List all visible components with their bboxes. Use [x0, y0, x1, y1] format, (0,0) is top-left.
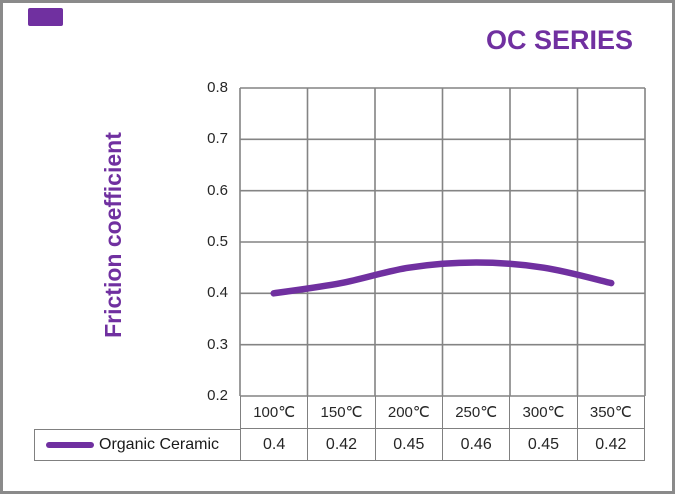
value-cell: 0.4 — [240, 429, 307, 460]
y-tick-label: 0.6 — [207, 182, 228, 199]
x-tick-label: 300℃ — [509, 396, 576, 428]
y-tick-label: 0.3 — [207, 336, 228, 353]
y-tick-label: 0.8 — [207, 79, 228, 96]
series-line-swatch — [46, 441, 94, 449]
value-cell: 0.45 — [509, 429, 576, 460]
x-tick-label: 100℃ — [240, 396, 307, 428]
y-tick-label: 0.5 — [207, 233, 228, 250]
y-tick-label: 0.2 — [207, 387, 228, 404]
legend-cell: Organic Ceramic — [34, 429, 240, 461]
series-name: Organic Ceramic — [99, 436, 220, 453]
x-tick-label: 200℃ — [374, 396, 442, 428]
y-tick-label: 0.4 — [207, 284, 228, 301]
value-cell: 0.45 — [374, 429, 442, 460]
data-table-values-row: 0.4 0.42 0.45 0.46 0.45 0.42 — [240, 429, 645, 461]
y-tick-label: 0.7 — [207, 130, 228, 147]
chart-title: OC SERIES — [485, 25, 633, 55]
value-cell: 0.42 — [576, 429, 644, 460]
logo-mark — [28, 8, 63, 26]
value-cell: 0.46 — [441, 429, 509, 460]
x-tick-label: 250℃ — [441, 396, 509, 428]
value-cell: 0.42 — [307, 429, 374, 460]
x-tick-label: 350℃ — [576, 396, 644, 428]
x-axis-row: 100℃ 150℃ 200℃ 250℃ 300℃ 350℃ — [240, 396, 645, 429]
x-tick-label: 150℃ — [307, 396, 374, 428]
